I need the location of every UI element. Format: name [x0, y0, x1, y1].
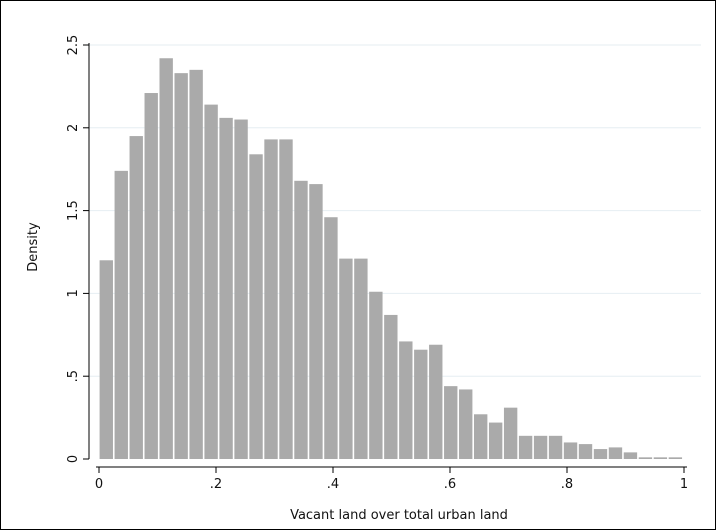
histogram-bar [533, 435, 548, 459]
histogram-bar [399, 341, 413, 459]
histogram-bar [114, 170, 128, 459]
histogram-bar [249, 154, 263, 459]
histogram-bar [219, 117, 233, 459]
x-axis-title: Vacant land over total urban land [290, 508, 508, 523]
histogram-bar [608, 447, 623, 459]
histogram-bar [369, 291, 383, 459]
histogram-bar [99, 260, 113, 459]
x-tick-label: .8 [561, 477, 573, 492]
histogram-bar [324, 217, 338, 459]
histogram-bar [503, 407, 518, 459]
histogram-bar [189, 69, 203, 459]
y-tick-label: 2.5 [66, 35, 81, 56]
histogram-bar [563, 442, 578, 459]
histogram-bar [488, 422, 503, 459]
x-tick-label: 0 [95, 477, 103, 492]
histogram-bars [99, 58, 683, 460]
histogram-bar [339, 258, 353, 459]
histogram-bar [264, 139, 278, 459]
histogram-bar [309, 184, 323, 459]
y-tick-label: 2 [66, 124, 81, 132]
histogram-bar [518, 435, 533, 459]
axes [83, 43, 687, 473]
histogram-bar [444, 386, 458, 459]
histogram-bar [129, 136, 143, 459]
histogram-bar [429, 344, 443, 459]
x-tick-label: 1 [680, 477, 688, 492]
histogram-bar [204, 104, 218, 459]
y-axis-title: Density [26, 222, 41, 272]
histogram-bar [668, 457, 683, 459]
histogram-bar [144, 93, 158, 460]
histogram-bar [174, 73, 188, 459]
histogram-bar [653, 457, 668, 459]
histogram-bar [548, 435, 563, 459]
x-tick-label: .6 [444, 477, 456, 492]
tick-labels: 0 .5 1 1.5 2 2.5 0 .2 .4 .6 .8 1 [66, 35, 688, 492]
histogram-bar [384, 314, 398, 459]
histogram-bar [354, 258, 368, 459]
histogram-bar [459, 389, 473, 459]
y-tick-label: .5 [66, 370, 81, 382]
histogram-bar [593, 449, 608, 459]
y-tick-label: 0 [66, 455, 81, 463]
histogram-bar [638, 457, 653, 459]
histogram-bar [578, 444, 593, 459]
histogram-bar [234, 119, 248, 460]
histogram-bar [414, 349, 428, 459]
histogram-bar [279, 139, 293, 459]
histogram-bar [623, 452, 638, 459]
histogram-bar [294, 180, 308, 460]
histogram-bar [159, 58, 173, 460]
x-tick-label: .2 [210, 477, 222, 492]
x-tick-label: .4 [327, 477, 339, 492]
histogram-bar [474, 414, 488, 459]
y-tick-label: 1 [66, 289, 81, 297]
y-tick-label: 1.5 [66, 200, 81, 221]
